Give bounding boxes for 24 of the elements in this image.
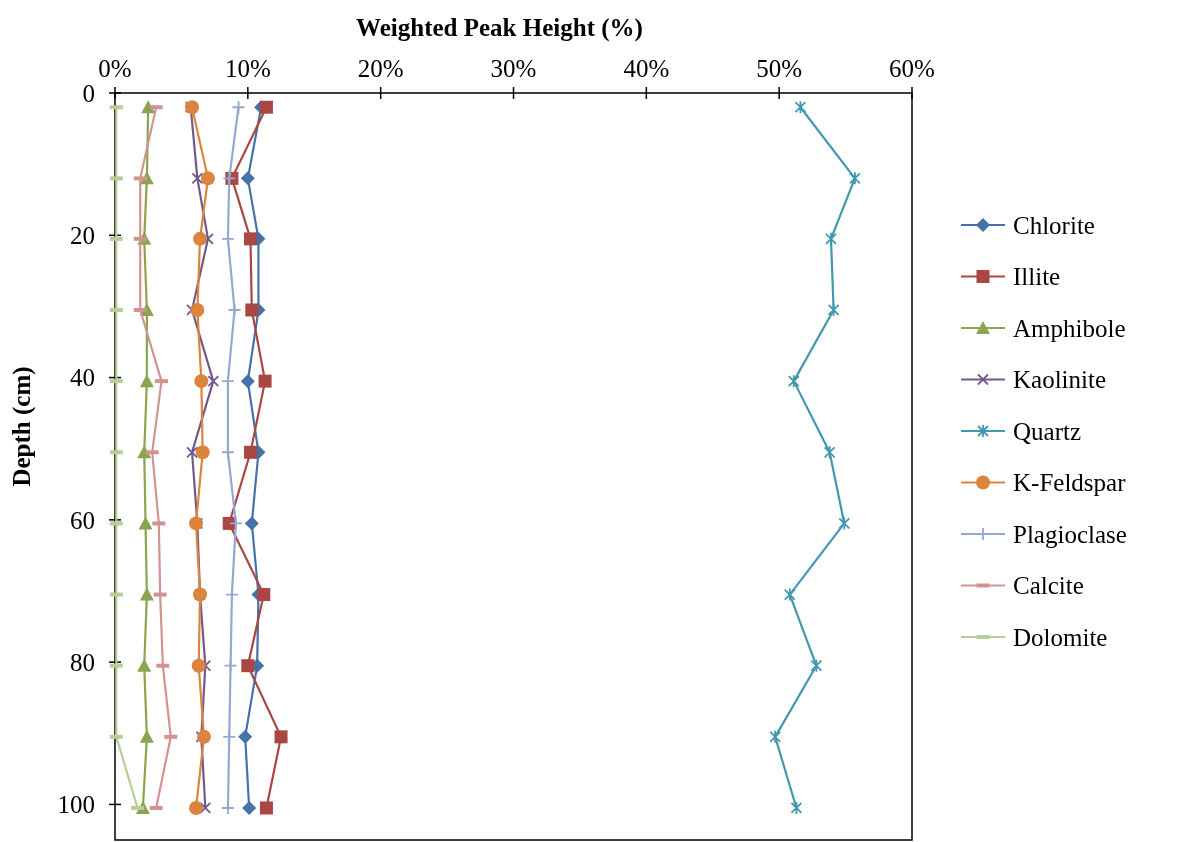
legend-label: Kaolinite	[1013, 366, 1107, 394]
x-tick-label: 60%	[889, 55, 935, 82]
legend-label: Illite	[1013, 263, 1061, 291]
y-tick-label: 0	[82, 79, 95, 107]
legend-label: Calcite	[1013, 572, 1084, 600]
legend-label: Dolomite	[1013, 623, 1108, 651]
y-tick-label: 40	[70, 364, 95, 392]
x-tick-label: 40%	[623, 55, 670, 82]
y-axis-title: Depth (cm)	[8, 366, 36, 487]
y-tick-label: 80	[70, 648, 95, 676]
legend-label: K-Feldspar	[1013, 469, 1127, 497]
y-tick-label: 100	[57, 791, 95, 819]
x-tick-label: 20%	[357, 55, 404, 82]
x-axis-title: Weighted Peak Height (%)	[356, 14, 643, 42]
legend-label: Plagioclase	[1013, 520, 1127, 548]
x-tick-label: 10%	[224, 55, 271, 82]
y-tick-label: 60	[70, 506, 95, 534]
legend-label: Amphibole	[1013, 314, 1126, 342]
x-tick-label: 50%	[756, 55, 803, 82]
y-tick-label: 20	[70, 222, 95, 250]
legend-label: Chlorite	[1013, 211, 1095, 239]
x-tick-label: 30%	[490, 55, 537, 82]
x-tick-label: 0%	[98, 55, 132, 82]
legend-label: Quartz	[1013, 417, 1082, 445]
